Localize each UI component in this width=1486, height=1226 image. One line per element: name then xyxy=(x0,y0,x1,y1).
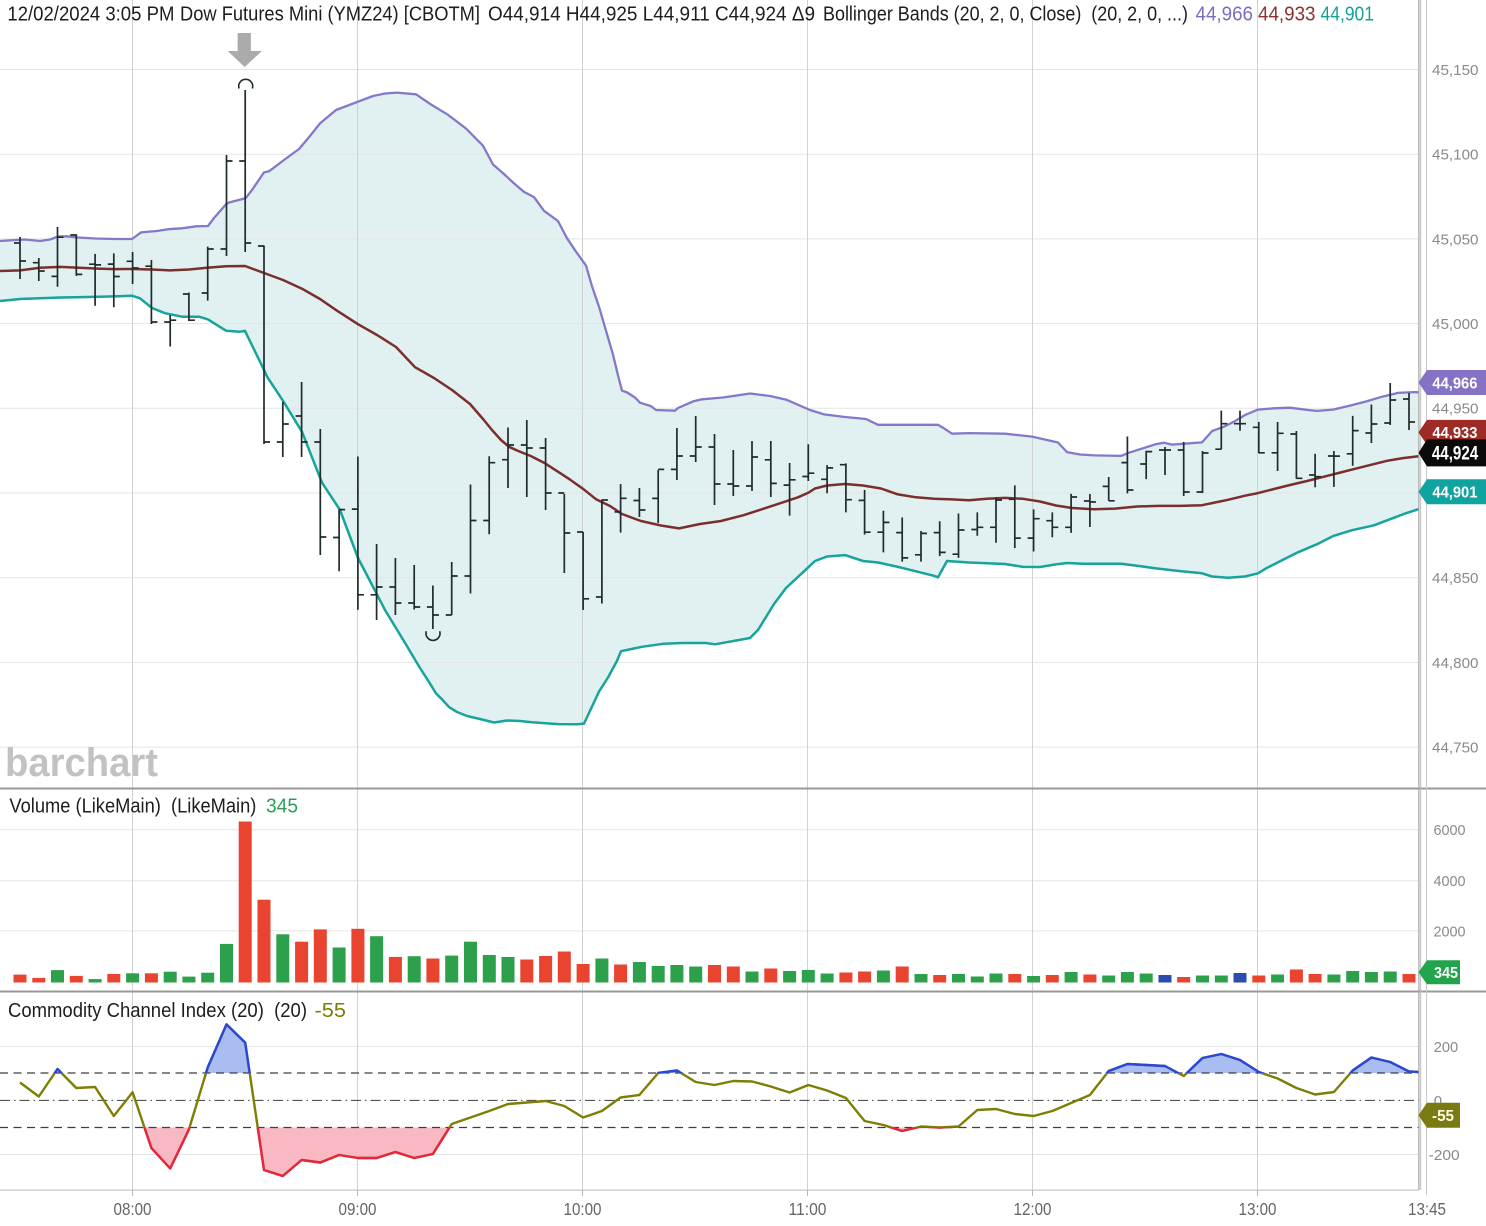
svg-text:12:00: 12:00 xyxy=(1014,1199,1052,1219)
svg-text:Volume (LikeMain) (LikeMain): Volume (LikeMain) (LikeMain) xyxy=(9,795,256,817)
svg-text:345: 345 xyxy=(1434,965,1458,982)
svg-text:44,966: 44,966 xyxy=(1196,4,1254,26)
svg-text:4000: 4000 xyxy=(1434,873,1466,890)
svg-text:345: 345 xyxy=(266,795,298,817)
svg-text:barchart: barchart xyxy=(5,741,158,785)
svg-text:09:00: 09:00 xyxy=(339,1199,377,1219)
svg-text:10:00: 10:00 xyxy=(564,1199,602,1219)
svg-text:44,800: 44,800 xyxy=(1432,655,1479,672)
svg-text:12/02/2024 3:05 PM: 12/02/2024 3:05 PM xyxy=(7,4,174,26)
svg-text:200: 200 xyxy=(1434,1039,1459,1056)
svg-text:13:45: 13:45 xyxy=(1408,1199,1446,1219)
svg-text:45,050: 45,050 xyxy=(1432,231,1479,248)
svg-text:44,924: 44,924 xyxy=(1432,444,1479,465)
svg-text:0: 0 xyxy=(1434,1093,1442,1110)
svg-text:44,901: 44,901 xyxy=(1321,4,1375,26)
svg-text:Dow Futures Mini (YMZ24) [CBOT: Dow Futures Mini (YMZ24) [CBOTM] xyxy=(180,4,480,26)
svg-text:6000: 6000 xyxy=(1434,822,1466,839)
svg-text:44,850: 44,850 xyxy=(1432,570,1479,587)
svg-text:44,950: 44,950 xyxy=(1432,401,1479,418)
svg-text:2000: 2000 xyxy=(1434,923,1466,940)
svg-text:Bollinger Bands (20, 2, 0, Clo: Bollinger Bands (20, 2, 0, Close) (20, 2… xyxy=(823,4,1188,26)
svg-text:44,966: 44,966 xyxy=(1432,375,1477,392)
svg-text:-55: -55 xyxy=(1432,1108,1454,1125)
svg-text:44,933: 44,933 xyxy=(1432,425,1477,442)
svg-text:-200: -200 xyxy=(1429,1147,1460,1164)
svg-text:44,750: 44,750 xyxy=(1432,740,1479,757)
svg-text:45,150: 45,150 xyxy=(1432,62,1479,79)
svg-text:45,000: 45,000 xyxy=(1432,316,1479,333)
svg-text:O44,914 H44,925 L44,911 C44,92: O44,914 H44,925 L44,911 C44,924 Δ9 xyxy=(488,4,815,26)
svg-text:45,100: 45,100 xyxy=(1432,147,1479,164)
svg-text:11:00: 11:00 xyxy=(789,1199,827,1219)
svg-text:Commodity Channel Index (20): Commodity Channel Index (20) (20) xyxy=(8,1000,307,1022)
svg-text:44,901: 44,901 xyxy=(1432,485,1477,502)
svg-text:-55: -55 xyxy=(315,1000,347,1022)
svg-text:08:00: 08:00 xyxy=(114,1199,152,1219)
svg-text:13:00: 13:00 xyxy=(1239,1199,1277,1219)
svg-text:44,933: 44,933 xyxy=(1258,4,1316,26)
